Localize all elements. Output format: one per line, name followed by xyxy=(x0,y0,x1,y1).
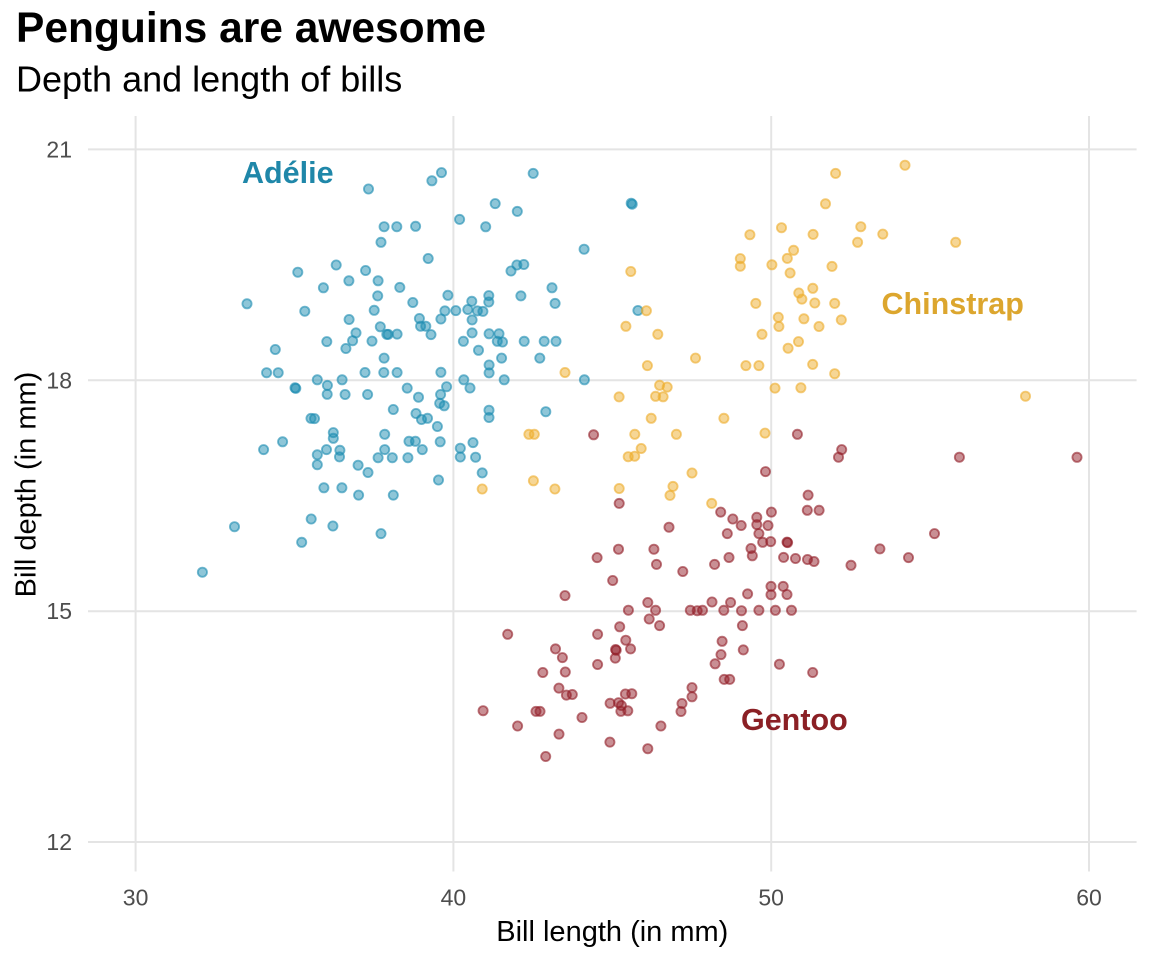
svg-text:Depth and length of bills: Depth and length of bills xyxy=(16,59,402,100)
svg-text:Chinstrap: Chinstrap xyxy=(882,287,1024,321)
svg-text:Penguins are awesome: Penguins are awesome xyxy=(16,5,486,52)
svg-text:Bill length (in mm): Bill length (in mm) xyxy=(496,916,728,948)
svg-text:18: 18 xyxy=(46,367,72,393)
svg-text:Gentoo: Gentoo xyxy=(741,703,848,737)
svg-text:Adélie: Adélie xyxy=(242,156,334,190)
svg-text:30: 30 xyxy=(123,885,149,911)
svg-text:50: 50 xyxy=(758,885,784,911)
svg-text:15: 15 xyxy=(46,598,72,624)
svg-text:40: 40 xyxy=(441,885,467,911)
svg-text:12: 12 xyxy=(46,829,72,855)
svg-text:21: 21 xyxy=(46,136,72,162)
svg-text:60: 60 xyxy=(1076,885,1102,911)
svg-text:Bill depth (in mm): Bill depth (in mm) xyxy=(11,372,43,598)
